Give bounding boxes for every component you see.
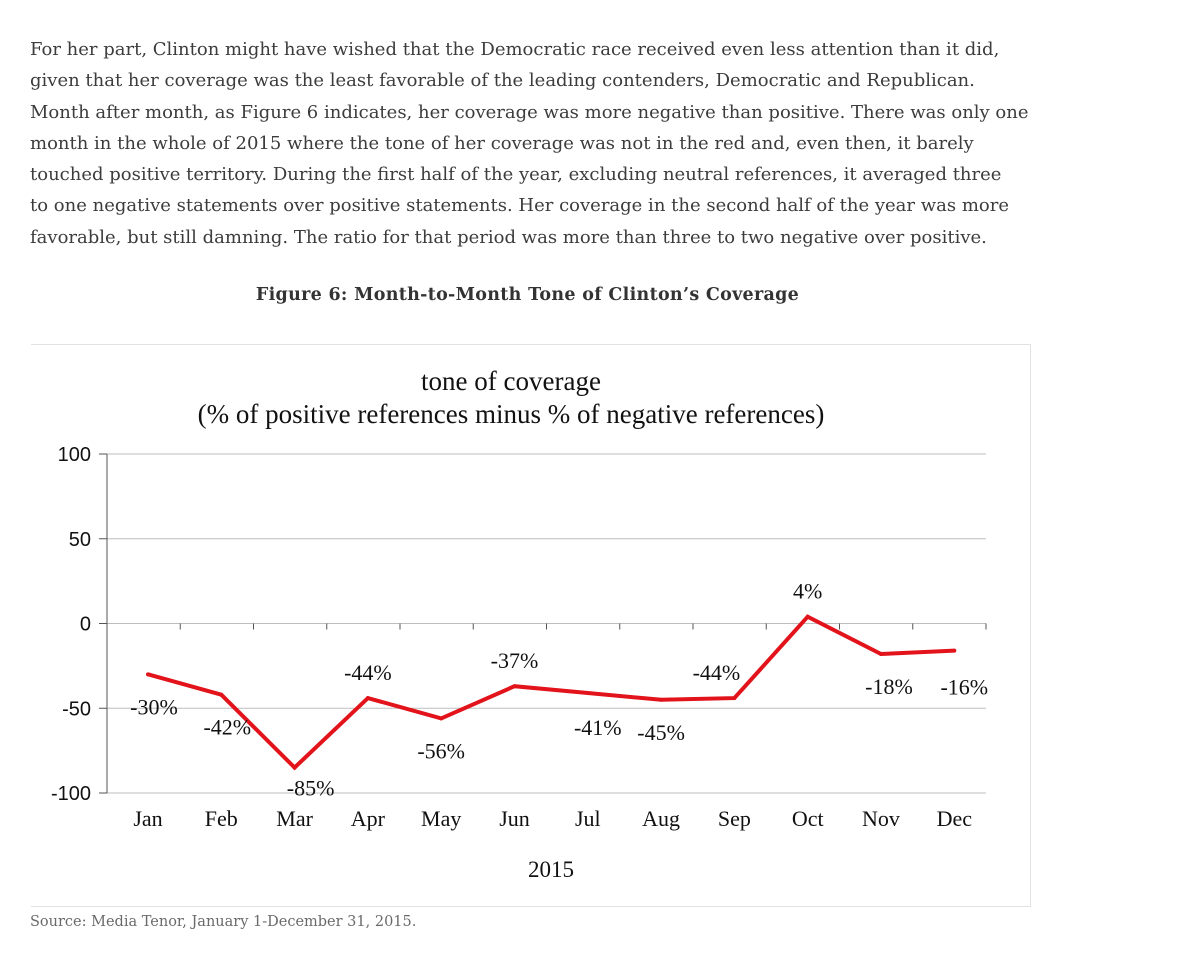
- data-label: -16%: [940, 675, 988, 700]
- data-label: 4%: [793, 579, 822, 604]
- figure-caption: Figure 6: Month-to-Month Tone of Clinton…: [255, 285, 800, 305]
- x-tick-label: Nov: [862, 806, 900, 831]
- tone-series-line: [147, 614, 955, 771]
- y-tick-label: 0: [80, 614, 91, 636]
- data-label: -42%: [203, 715, 251, 740]
- paragraph-line: month in the whole of 2015 where the ton…: [30, 132, 974, 154]
- paragraph-line: touched positive territory. During the f…: [30, 164, 1002, 186]
- x-tick-label: Dec: [937, 806, 973, 831]
- x-tick-label: Aug: [642, 806, 680, 831]
- paragraph-line: favorable, but still damning. The ratio …: [30, 226, 987, 248]
- data-point: [952, 648, 957, 653]
- x-tick-label: Jan: [133, 806, 162, 831]
- data-point: [512, 684, 517, 689]
- chart-frame: tone of coverage (% of positive referenc…: [31, 344, 1031, 907]
- data-label: -44%: [344, 660, 392, 685]
- data-label: -45%: [637, 720, 685, 745]
- data-point: [805, 614, 810, 619]
- data-label: -30%: [130, 694, 178, 719]
- data-point: [879, 652, 883, 657]
- x-tick-label: Jul: [575, 806, 601, 831]
- x-tick-label: Apr: [351, 806, 386, 831]
- data-point: [146, 672, 150, 677]
- x-tick-label: Oct: [792, 806, 824, 831]
- tone-line-chart: tone of coverage (% of positive referenc…: [51, 366, 988, 882]
- chart-title: tone of coverage: [421, 366, 601, 396]
- data-label: -41%: [574, 715, 622, 740]
- data-label: -37%: [491, 648, 539, 673]
- data-point: [585, 690, 590, 695]
- data-point: [365, 696, 370, 701]
- paragraph-line: For her part, Clinton might have wished …: [30, 39, 1000, 60]
- paragraph-line: to one negative statements over positive…: [30, 195, 1009, 217]
- axes: 100 50 0 -50 -100 Jan Feb Mar Apr May Jun Jul Aug Sep…: [51, 444, 987, 831]
- x-tick-label: Jun: [499, 806, 530, 831]
- x-tick-label: Sep: [718, 806, 751, 831]
- data-labels: -30% -42% -85% -44% -56% -37% -41% -45% -44% 4% -1…: [130, 579, 988, 801]
- data-point: [219, 692, 224, 697]
- data-point: [659, 697, 664, 702]
- y-tick-label: 100: [58, 444, 91, 466]
- data-point: [292, 765, 297, 770]
- series-line: [146, 614, 957, 771]
- y-tick-label: 50: [69, 529, 91, 551]
- source-note: Source: Media Tenor, January 1-December …: [30, 914, 417, 930]
- data-label: -85%: [287, 776, 335, 801]
- data-label: -44%: [693, 660, 741, 685]
- data-point: [732, 696, 737, 701]
- data-point: [439, 716, 444, 721]
- data-label: -56%: [417, 738, 465, 763]
- x-tick-label: May: [421, 806, 461, 831]
- article-paragraph: For her part, Clinton might have wished …: [30, 34, 1050, 253]
- chart-subtitle: (% of positive references minus % of neg…: [198, 399, 825, 429]
- y-tick-label: -100: [51, 783, 91, 805]
- x-tick-label: Mar: [276, 806, 313, 831]
- x-tick-label: Feb: [205, 806, 238, 831]
- paragraph-line: Month after month, as Figure 6 indicates…: [30, 101, 1029, 123]
- y-tick-label: -50: [62, 698, 91, 720]
- data-label: -18%: [865, 674, 913, 699]
- paragraph-line: given that her coverage was the least fa…: [30, 70, 975, 92]
- x-axis-label: 2015: [528, 857, 574, 882]
